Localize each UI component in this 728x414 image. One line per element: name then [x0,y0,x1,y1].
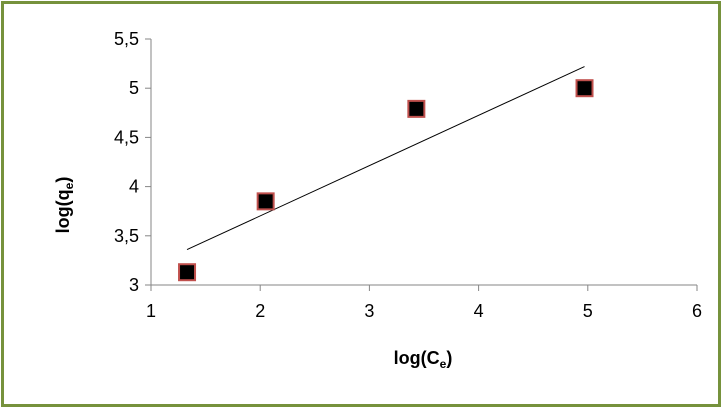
x-axis-title: log(Ce) [394,348,453,371]
y-axis-title-subscript: e [62,182,76,189]
x-tick-label: 4 [474,301,484,321]
data-point [178,263,197,282]
y-tick-label: 4,5 [114,127,139,147]
ticks: 1 2 3 4 5 6 3 3,5 4 4,5 5 5,5 [114,29,702,321]
x-tick-label: 3 [364,301,374,321]
y-tick-label: 4 [129,177,139,197]
x-axis-title-subscript: e [440,357,447,371]
x-tick-label: 2 [255,301,265,321]
chart-frame [1,1,721,407]
data-point [575,79,594,98]
y-axis-title-end: ) [53,177,73,183]
x-tick-label: 5 [583,301,593,321]
axes [150,39,697,286]
points-group [178,79,594,282]
x-tick-label: 1 [146,301,156,321]
trendline-group [186,66,585,251]
x-axis-title-end: ) [446,348,452,368]
data-point [407,99,426,118]
y-tick-label: 5,5 [114,29,139,49]
y-tick-label: 3 [129,275,139,295]
x-tick-label: 6 [692,301,702,321]
x-axis-title-main: log(C [394,348,440,368]
y-tick-label: 5 [129,78,139,98]
y-axis-title-main: log(q [53,189,73,233]
trendline [186,66,585,251]
data-point [256,192,275,211]
y-tick-label: 3,5 [114,226,139,246]
y-axis-title: log(qe) [53,177,76,234]
